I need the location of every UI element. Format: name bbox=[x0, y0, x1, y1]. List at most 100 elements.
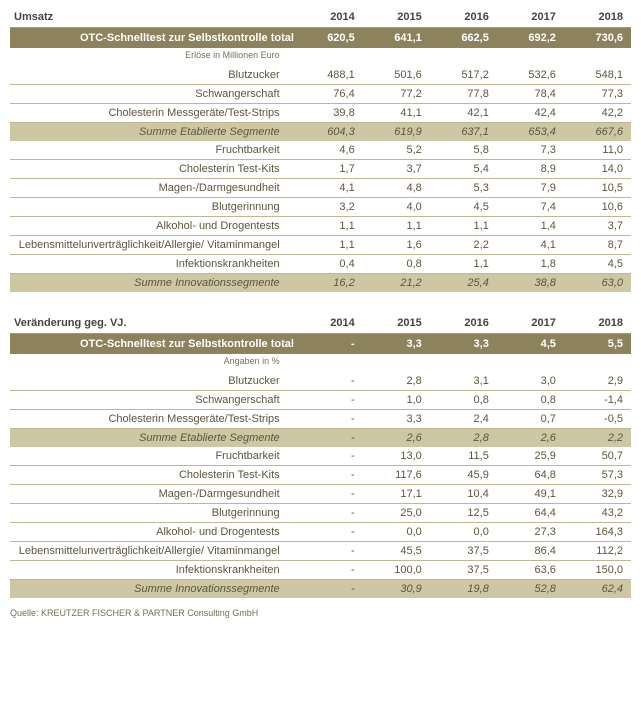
total-value: 620,5 bbox=[296, 28, 363, 49]
cell-value: 1,1 bbox=[296, 217, 363, 236]
year-header: 2017 bbox=[497, 8, 564, 28]
cell-value: - bbox=[296, 542, 363, 561]
cell-value: 41,1 bbox=[363, 104, 430, 123]
cell-value: 8,7 bbox=[564, 236, 631, 255]
cell-value: 50,7 bbox=[564, 447, 631, 466]
total-value: 692,2 bbox=[497, 28, 564, 49]
cell-value: 2,9 bbox=[564, 372, 631, 391]
cell-value: 76,4 bbox=[296, 85, 363, 104]
cell-value: 64,8 bbox=[497, 466, 564, 485]
cell-value: 42,2 bbox=[564, 104, 631, 123]
cell-value: 0,8 bbox=[363, 255, 430, 274]
cell-value: 57,3 bbox=[564, 466, 631, 485]
cell-value: 86,4 bbox=[497, 542, 564, 561]
cell-value: 3,3 bbox=[363, 410, 430, 429]
year-header: 2018 bbox=[564, 314, 631, 334]
cell-value: 4,5 bbox=[430, 198, 497, 217]
summary-value: 63,0 bbox=[564, 274, 631, 293]
cell-value: 77,2 bbox=[363, 85, 430, 104]
row-label: Alkohol- und Drogentests bbox=[10, 217, 296, 236]
total-value: 5,5 bbox=[564, 334, 631, 355]
cell-value: 12,5 bbox=[430, 504, 497, 523]
cell-value: 1,1 bbox=[363, 217, 430, 236]
cell-value: 45,5 bbox=[363, 542, 430, 561]
cell-value: 4,8 bbox=[363, 179, 430, 198]
cell-value: 32,9 bbox=[564, 485, 631, 504]
summary-value: 2,6 bbox=[497, 429, 564, 448]
row-label: Cholesterin Test-Kits bbox=[10, 466, 296, 485]
cell-value: 0,8 bbox=[497, 391, 564, 410]
cell-value: - bbox=[296, 410, 363, 429]
cell-value: 0,4 bbox=[296, 255, 363, 274]
summary-value: 19,8 bbox=[430, 580, 497, 599]
summary-value: 52,8 bbox=[497, 580, 564, 599]
year-header: 2016 bbox=[430, 314, 497, 334]
year-header: 2015 bbox=[363, 8, 430, 28]
summary-value: 637,1 bbox=[430, 123, 497, 142]
year-header: 2014 bbox=[296, 314, 363, 334]
cell-value: 11,5 bbox=[430, 447, 497, 466]
summary-value: - bbox=[296, 580, 363, 599]
row-label: Magen-/Darmgesundheit bbox=[10, 485, 296, 504]
cell-value: 1,8 bbox=[497, 255, 564, 274]
cell-value: - bbox=[296, 561, 363, 580]
summary-value: 25,4 bbox=[430, 274, 497, 293]
summary-value: 619,9 bbox=[363, 123, 430, 142]
cell-value: 4,0 bbox=[363, 198, 430, 217]
summary-value: 21,2 bbox=[363, 274, 430, 293]
cell-value: 37,5 bbox=[430, 542, 497, 561]
row-label: Schwangerschaft bbox=[10, 85, 296, 104]
cell-value: 25,0 bbox=[363, 504, 430, 523]
total-value: 3,3 bbox=[430, 334, 497, 355]
summary-value: 16,2 bbox=[296, 274, 363, 293]
row-label: Blutgerinnung bbox=[10, 504, 296, 523]
summary-value: - bbox=[296, 429, 363, 448]
cell-value: 488,1 bbox=[296, 66, 363, 85]
total-value: 662,5 bbox=[430, 28, 497, 49]
cell-value: 3,0 bbox=[497, 372, 564, 391]
cell-value: 7,9 bbox=[497, 179, 564, 198]
cell-value: 5,4 bbox=[430, 160, 497, 179]
summary-label: Summe Innovationssegmente bbox=[10, 580, 296, 599]
total-value: 4,5 bbox=[497, 334, 564, 355]
cell-value: 5,3 bbox=[430, 179, 497, 198]
total-value: 730,6 bbox=[564, 28, 631, 49]
cell-value: - bbox=[296, 391, 363, 410]
summary-value: 2,8 bbox=[430, 429, 497, 448]
cell-value: - bbox=[296, 372, 363, 391]
cell-value: 8,9 bbox=[497, 160, 564, 179]
summary-value: 2,2 bbox=[564, 429, 631, 448]
total-value: 641,1 bbox=[363, 28, 430, 49]
row-label: Cholesterin Messgeräte/Test-Strips bbox=[10, 104, 296, 123]
row-label: Lebensmittelunverträglichkeit/Allergie/ … bbox=[10, 542, 296, 561]
report-table: Umsatz20142015201620172018OTC-Schnelltes… bbox=[10, 8, 631, 598]
cell-value: 39,8 bbox=[296, 104, 363, 123]
cell-value: 4,6 bbox=[296, 141, 363, 160]
cell-value: 3,2 bbox=[296, 198, 363, 217]
cell-value: 1,7 bbox=[296, 160, 363, 179]
cell-value: 77,8 bbox=[430, 85, 497, 104]
cell-value: - bbox=[296, 504, 363, 523]
cell-value: 1,0 bbox=[363, 391, 430, 410]
total-value: 3,3 bbox=[363, 334, 430, 355]
cell-value: 0,0 bbox=[363, 523, 430, 542]
cell-value: 2,4 bbox=[430, 410, 497, 429]
cell-value: 27,3 bbox=[497, 523, 564, 542]
cell-value: 64,4 bbox=[497, 504, 564, 523]
cell-value: 5,8 bbox=[430, 141, 497, 160]
spacer bbox=[10, 292, 631, 314]
subtitle-row: Angaben in % bbox=[10, 354, 631, 372]
source-line: Quelle: KREUTZER FISCHER & PARTNER Consu… bbox=[10, 608, 631, 618]
cell-value: 77,3 bbox=[564, 85, 631, 104]
cell-value: -0,5 bbox=[564, 410, 631, 429]
cell-value: 11,0 bbox=[564, 141, 631, 160]
cell-value: - bbox=[296, 523, 363, 542]
cell-value: 548,1 bbox=[564, 66, 631, 85]
cell-value: 3,7 bbox=[564, 217, 631, 236]
cell-value: 63,6 bbox=[497, 561, 564, 580]
cell-value: 7,3 bbox=[497, 141, 564, 160]
summary-value: 667,6 bbox=[564, 123, 631, 142]
cell-value: 42,1 bbox=[430, 104, 497, 123]
cell-value: 5,2 bbox=[363, 141, 430, 160]
cell-value: 164,3 bbox=[564, 523, 631, 542]
